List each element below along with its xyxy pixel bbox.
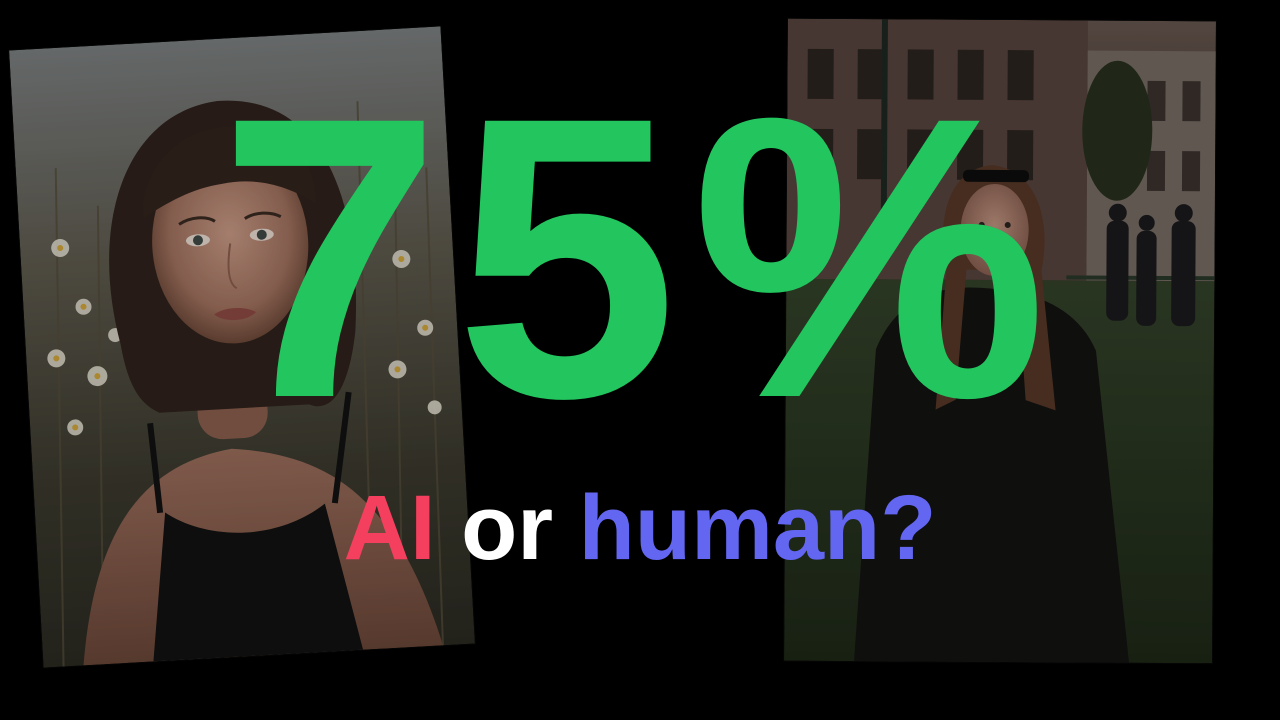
tagline-word-or: or [461,477,554,579]
portrait-photo-left [9,26,475,668]
portrait-photo-right [784,18,1216,664]
